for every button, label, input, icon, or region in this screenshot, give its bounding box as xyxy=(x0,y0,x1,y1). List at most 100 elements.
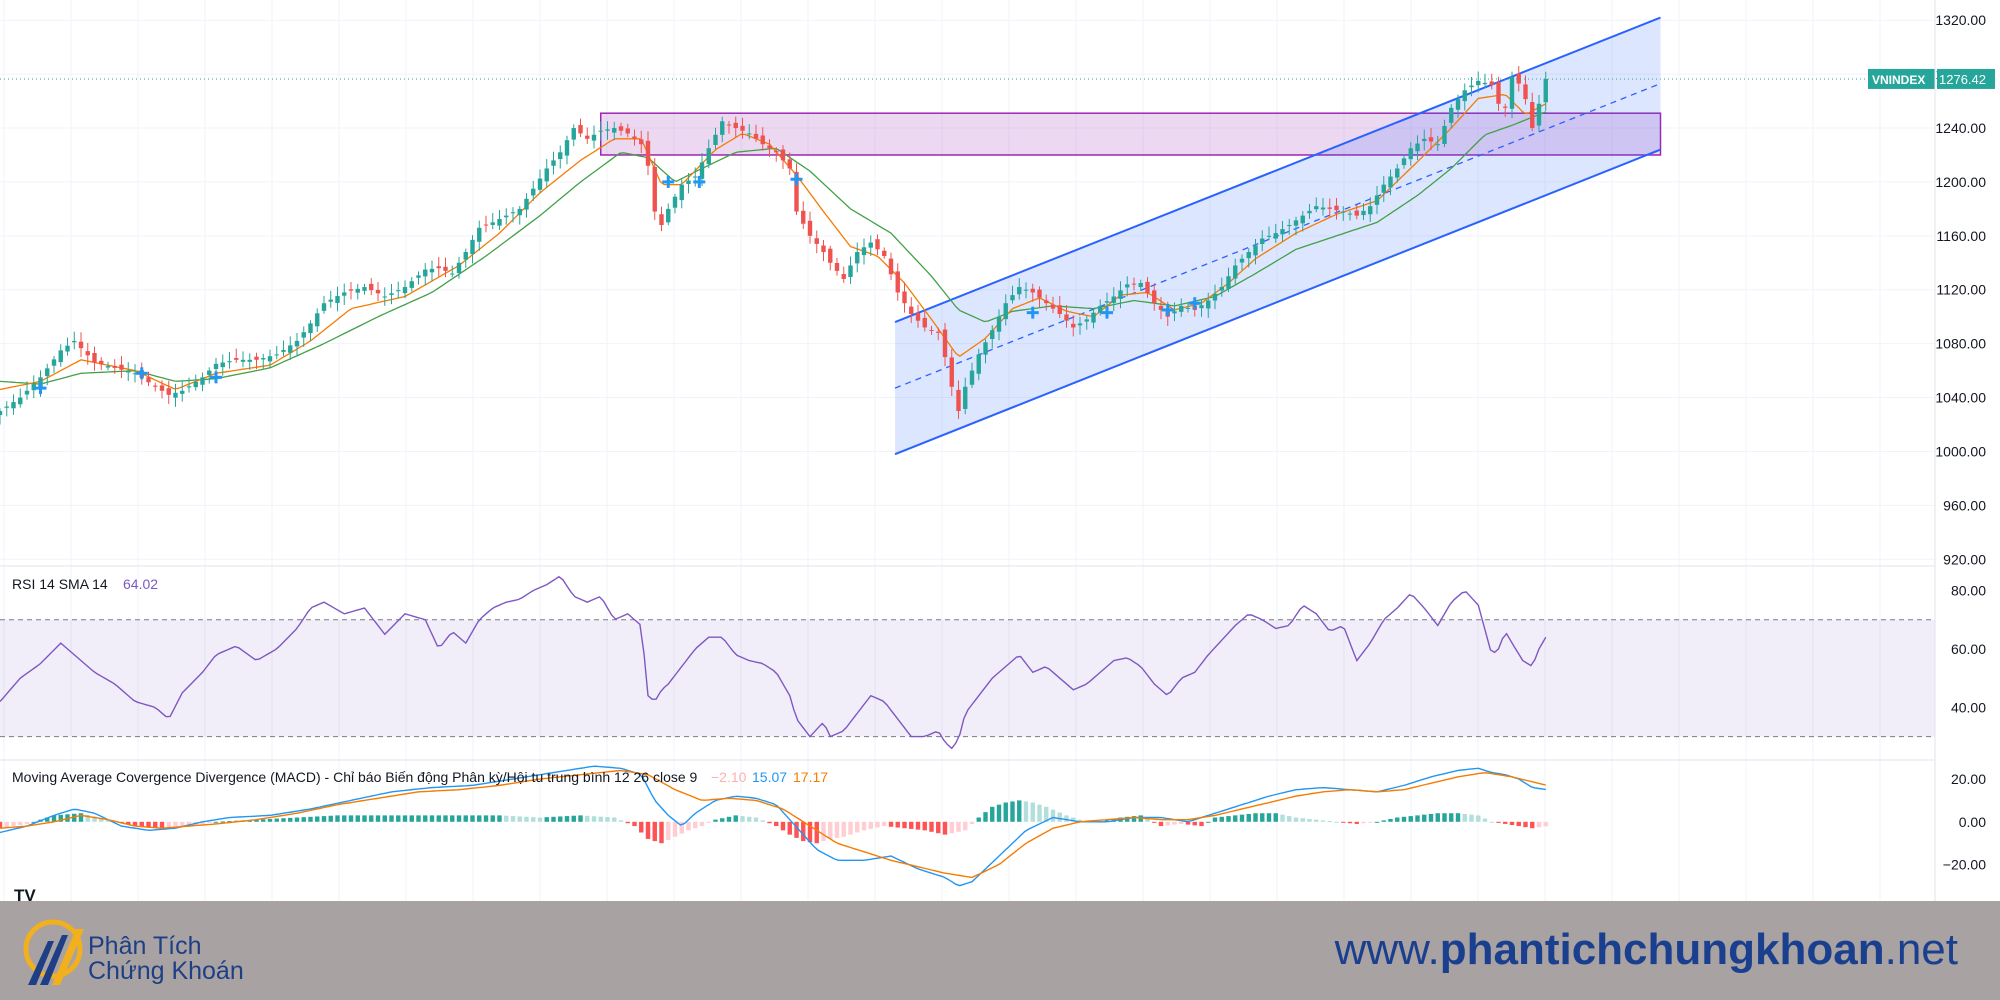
candle xyxy=(315,308,320,332)
candle xyxy=(1017,278,1022,300)
macd-histogram-bar xyxy=(31,821,36,823)
candle xyxy=(105,361,111,371)
candle xyxy=(1084,315,1089,330)
candle xyxy=(1476,71,1481,93)
macd-histogram-bar xyxy=(963,821,968,831)
macd-histogram-bar xyxy=(92,816,97,822)
macd-histogram-bar xyxy=(659,821,664,844)
candle xyxy=(58,344,63,367)
candle-body xyxy=(247,359,252,362)
candle-body xyxy=(740,125,745,131)
macd-histogram-bar xyxy=(1226,816,1231,822)
macd-histogram-bar xyxy=(861,821,867,831)
rsi-pane[interactable] xyxy=(0,575,1935,750)
candle-body xyxy=(1489,81,1494,85)
macd-histogram-bar xyxy=(909,821,914,829)
macd-histogram-bar xyxy=(186,821,192,827)
macd-histogram-bar xyxy=(483,815,489,822)
macd-histogram-bar xyxy=(355,815,360,822)
buy-marker-icon xyxy=(1188,297,1201,310)
candle-body xyxy=(1503,106,1508,108)
macd-histogram-bar xyxy=(1131,816,1137,822)
macd-histogram-bar xyxy=(774,821,779,827)
candle-body xyxy=(375,289,381,294)
channel-lower-line xyxy=(894,148,1661,456)
candle xyxy=(159,380,165,399)
candle-body xyxy=(929,329,934,331)
candle-body xyxy=(112,365,117,368)
macd-histogram-bar xyxy=(1320,820,1326,822)
macd-histogram-bar xyxy=(686,821,691,831)
macd-histogram-bar xyxy=(882,821,887,827)
macd-histogram-bar xyxy=(787,821,792,835)
macd-histogram-bar xyxy=(213,821,219,823)
candle-body xyxy=(490,222,495,225)
candle xyxy=(1273,223,1278,243)
candle-body xyxy=(186,386,192,388)
macd-pane[interactable] xyxy=(0,765,1548,887)
candle xyxy=(4,401,9,417)
website-link[interactable]: www.phantichchungkhoan.net xyxy=(1335,925,1958,975)
candle-body xyxy=(1266,235,1272,237)
macd-histogram-bar xyxy=(1199,821,1204,827)
macd-histogram-bar xyxy=(1496,821,1501,823)
candle xyxy=(605,121,610,140)
candle xyxy=(888,252,894,281)
macd-histogram-bar xyxy=(1327,821,1332,823)
candle xyxy=(639,130,644,154)
candle xyxy=(1347,210,1353,221)
candle-body xyxy=(355,288,360,293)
macd-histogram-bar xyxy=(1523,821,1528,828)
last-price-tag xyxy=(1937,68,1995,89)
macd-histogram-bar xyxy=(470,815,475,822)
candle xyxy=(335,286,340,312)
candle-body xyxy=(963,386,968,409)
rsi-tick-label: 40.00 xyxy=(1951,699,1986,715)
candle xyxy=(902,282,907,313)
candle xyxy=(814,230,819,254)
macd-histogram-bar xyxy=(1307,818,1312,822)
macd-histogram-bar xyxy=(1442,813,1447,822)
candle-body xyxy=(618,126,624,131)
macd-histogram-bar xyxy=(1368,821,1373,823)
candle-body xyxy=(159,385,165,391)
candle-body xyxy=(1253,245,1258,256)
candle xyxy=(1152,283,1157,311)
candle-body xyxy=(1536,103,1542,126)
macd-histogram-bar xyxy=(855,821,860,833)
candle xyxy=(1239,254,1245,271)
price-pane[interactable] xyxy=(0,16,1935,456)
macd-line-value: 15.07 xyxy=(752,769,787,785)
candle xyxy=(180,381,185,402)
candle xyxy=(1172,302,1177,322)
candle-body xyxy=(1125,284,1130,288)
candle xyxy=(848,256,853,284)
candle xyxy=(713,127,718,150)
macd-histogram-bar xyxy=(1172,821,1177,825)
macd-histogram-bar xyxy=(949,821,954,834)
candle-body xyxy=(153,385,158,387)
candle-body xyxy=(517,208,522,216)
macd-title: Moving Average Covergence Divergence (MA… xyxy=(12,769,698,785)
candle xyxy=(1300,211,1305,232)
candle-body xyxy=(1273,233,1278,239)
candle-body xyxy=(1010,295,1015,301)
candle-body xyxy=(1428,137,1434,142)
macd-histogram-bar xyxy=(126,821,131,825)
candle-body xyxy=(639,139,644,145)
price-tick-label: 1160.00 xyxy=(1936,228,1986,244)
macd-histogram-bar xyxy=(24,821,30,824)
tradingview-logo[interactable]: TV xyxy=(14,886,36,905)
candle xyxy=(1455,94,1461,118)
candle-body xyxy=(645,140,651,166)
candle-body xyxy=(1057,305,1062,314)
macd-histogram-bar xyxy=(85,814,90,822)
price-axis[interactable]: 1320.001280.001240.001200.001160.001120.… xyxy=(1868,12,1995,873)
macd-histogram-bar xyxy=(375,815,381,822)
macd-histogram-bar xyxy=(585,815,590,822)
candle xyxy=(375,282,381,301)
macd-histogram-bar xyxy=(639,821,644,833)
candle-body xyxy=(1368,206,1373,215)
macd-histogram-bar xyxy=(4,821,9,828)
